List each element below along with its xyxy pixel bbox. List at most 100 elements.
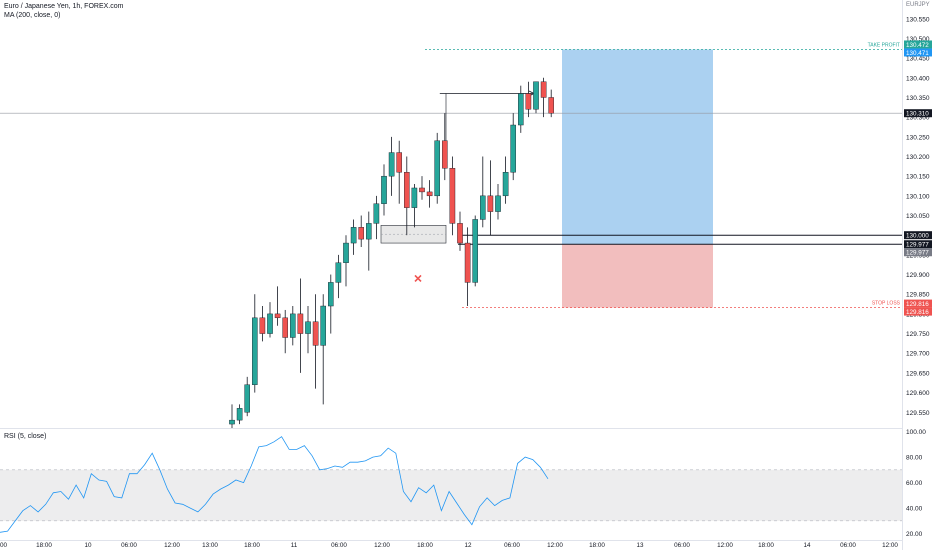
candle: [442, 113, 448, 181]
take-profit-label: TAKE PROFIT: [868, 42, 900, 48]
candle: [267, 302, 273, 338]
candle: [244, 376, 251, 417]
candle: [335, 254, 342, 299]
candle: [282, 309, 289, 354]
price-tick-label: 129.750: [906, 331, 930, 338]
candle-body-down: [396, 152, 403, 173]
price-tick-label: 130.050: [906, 213, 930, 220]
time-tick-label: 06:00: [121, 542, 137, 549]
candle-body-up: [290, 313, 296, 338]
time-tick-label: 18:00: [417, 542, 433, 549]
tp-price-tag-2-text: 130.471: [906, 50, 929, 57]
candle-body-up: [320, 305, 327, 346]
price-tick-label: 130.150: [906, 174, 930, 181]
annotations: [380, 90, 535, 283]
symbol-title[interactable]: Euro / Japanese Yen, 1h, FOREX.com: [4, 3, 124, 10]
candle: [449, 156, 456, 236]
candle: [396, 140, 403, 204]
time-tick-label: 06:00: [504, 542, 520, 549]
candle-body-down: [259, 317, 266, 334]
candle-body-up: [495, 195, 501, 212]
candle: [464, 227, 471, 307]
candle: [388, 136, 395, 196]
candle: [510, 113, 517, 181]
candle: [373, 195, 380, 240]
sl-price-tag-2: 129.816: [904, 307, 932, 316]
time-tick-label: 06:00: [840, 542, 856, 549]
tp-price-tag-text: 130.472: [906, 42, 929, 49]
entry-price-tag-2: 129.977: [904, 240, 932, 249]
candle-body-down: [404, 172, 410, 208]
candle-body-down: [297, 313, 304, 334]
candle: [229, 404, 235, 428]
candle-body-up: [328, 282, 334, 307]
rsi-line: [0, 436, 549, 533]
candle-body-up: [388, 152, 395, 177]
rsi-legend[interactable]: RSI (5, close): [4, 433, 47, 440]
time-tick-label: 06:00: [674, 542, 690, 549]
candle: [328, 274, 334, 334]
entry-price-tag-bg: [904, 231, 932, 240]
price-tick-label: 129.900: [906, 272, 930, 279]
candle: [472, 215, 479, 287]
rsi-pane: [0, 436, 902, 533]
candle: [411, 184, 418, 228]
entry-price-tag-2-text: 129.977: [906, 242, 929, 249]
candle: [236, 404, 243, 425]
candle: [381, 164, 387, 216]
sl-price-tag: 129.816: [904, 299, 932, 308]
candle: [320, 294, 327, 405]
candle-body-up: [335, 262, 342, 283]
candle-body-up: [350, 227, 357, 244]
rsi-band: [0, 469, 902, 521]
candle-body-up: [533, 81, 539, 110]
time-tick-label: 12:00: [882, 542, 898, 549]
candle-body-up: [244, 384, 251, 413]
candle: [434, 132, 441, 204]
candle-body-up: [411, 187, 418, 208]
candle: [251, 294, 258, 393]
stop-loss-label: STOP LOSS: [872, 301, 901, 307]
price-tick-label: 130.500: [906, 36, 930, 43]
price-tick-label: 130.400: [906, 75, 930, 82]
entry-price-tag: 130.000: [904, 231, 932, 239]
candle-body-down: [282, 317, 289, 338]
candle: [350, 219, 357, 255]
time-tick-label: 12:00: [164, 542, 180, 549]
price-tick-label: 130.300: [906, 115, 930, 122]
candle: [480, 156, 486, 228]
price-tick-label: 129.700: [906, 351, 930, 358]
price-tick-label: 129.650: [906, 370, 930, 377]
candle-body-up: [305, 321, 311, 334]
time-tick-label: 10: [84, 542, 92, 549]
pair-tag: EURJPY: [906, 2, 930, 8]
candle: [312, 294, 319, 389]
current-price-tag: 130.310: [904, 109, 932, 118]
time-tick-label: 14: [803, 542, 811, 549]
candle-body-down: [487, 195, 494, 212]
time-tick-label: 11: [291, 542, 298, 549]
ma-legend[interactable]: MA (200, close, 0): [4, 12, 61, 19]
candle-body-up: [381, 175, 387, 204]
rsi-tick-label: 60.00: [906, 480, 923, 487]
candle-body-down: [426, 191, 433, 197]
time-tick-label: 00: [0, 542, 8, 549]
candle-body-up: [251, 317, 258, 385]
tp-price-tag-2: 130.471: [904, 48, 932, 57]
time-tick-label: 12:00: [374, 542, 390, 549]
time-axis[interactable]: 00 18:00 10 06:00 12:00 13:00 18:00 11 06:00 12:0…: [0, 542, 898, 549]
rsi-tick-label: 20.00: [906, 531, 923, 538]
price-tick-label: 129.600: [906, 390, 930, 397]
price-tick-label: 130.250: [906, 134, 930, 141]
sl-price-tag-text: 129.816: [906, 301, 929, 308]
candle: [525, 81, 532, 118]
candle-body-up: [236, 408, 243, 421]
tp-price-tag-bg: [904, 40, 932, 49]
candle-body-down: [540, 81, 547, 98]
candle: [297, 278, 304, 373]
take-profit-zone: [562, 49, 713, 245]
price-axis[interactable]: 130.550 130.500 130.450 130.400 130.350 130.3…: [906, 16, 930, 538]
candle: [259, 306, 266, 342]
